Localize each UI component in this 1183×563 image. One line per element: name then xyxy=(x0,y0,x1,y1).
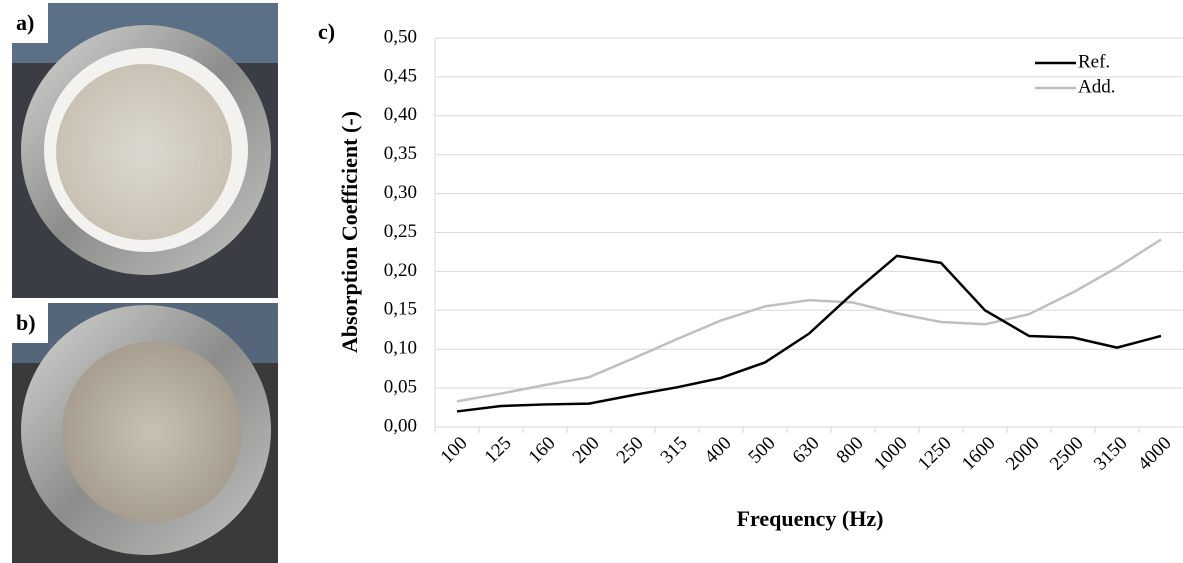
y-tick-label: 0,00 xyxy=(384,415,417,436)
x-tick-label: 2500 xyxy=(1046,433,1088,475)
photo-a xyxy=(12,3,278,298)
y-tick-label: 0,40 xyxy=(384,104,417,125)
x-tick-label: 4000 xyxy=(1134,433,1176,475)
x-tick-label: 160 xyxy=(525,433,560,468)
panel-label: c) xyxy=(318,19,335,44)
panel-label: b) xyxy=(16,310,36,335)
x-tick-label: 1000 xyxy=(870,433,912,475)
x-tick-label: 400 xyxy=(701,433,736,468)
photo-b xyxy=(12,303,278,563)
x-tick-label: 500 xyxy=(745,433,780,468)
legend-label: Add. xyxy=(1078,76,1115,97)
plot-area: 0,00 0,05 0,10 0,15 0,20 0,25 0,30 0,35 0,40 0,45… xyxy=(384,26,1183,474)
y-tick-label: 0,50 xyxy=(384,26,417,47)
x-tick-label: 250 xyxy=(613,433,648,468)
y-tick-label: 0,35 xyxy=(384,143,417,164)
x-tick-label: 1250 xyxy=(914,433,956,475)
y-axis-title: Absorption Coefficient (-) xyxy=(337,111,362,353)
x-tick-label: 315 xyxy=(657,433,692,468)
y-tick-label: 0,45 xyxy=(384,65,417,86)
x-axis-title: Frequency (Hz) xyxy=(737,506,884,531)
y-tick-label: 0,25 xyxy=(384,221,417,242)
legend-label: Ref. xyxy=(1078,51,1110,72)
x-tick-label: 1600 xyxy=(958,433,1000,475)
series-line xyxy=(456,254,1162,413)
y-tick-label: 0,15 xyxy=(384,299,417,320)
x-tick-label: 125 xyxy=(481,433,516,468)
y-tick-label: 0,20 xyxy=(384,260,417,281)
x-tick-label: 3150 xyxy=(1090,433,1132,475)
x-tick-label: 100 xyxy=(437,433,472,468)
x-tick-label: 2000 xyxy=(1002,433,1044,475)
x-tick-label: 200 xyxy=(569,433,604,468)
series-line xyxy=(456,238,1162,403)
y-tick-label: 0,10 xyxy=(384,338,417,359)
x-tick-label: 800 xyxy=(833,433,868,468)
y-tick-label: 0,30 xyxy=(384,182,417,203)
y-tick-label: 0,05 xyxy=(384,376,417,397)
x-tick-label: 630 xyxy=(789,433,824,468)
panel-label: a) xyxy=(16,10,34,35)
